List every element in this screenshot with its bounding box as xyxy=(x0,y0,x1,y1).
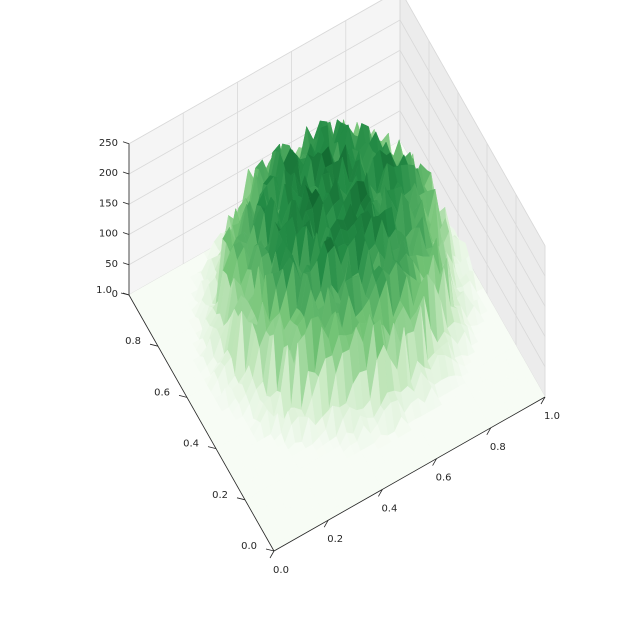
z-tick-mark xyxy=(122,262,130,266)
grid-line-z xyxy=(128,0,383,145)
x-tick-label: 1.0 xyxy=(544,411,560,422)
y-tick-label: 0.0 xyxy=(241,541,257,552)
z-tick-label: 250 xyxy=(99,138,118,149)
x-tick-label: 0.0 xyxy=(273,565,289,576)
z-axis: 0 50 100 150 200 250 xyxy=(99,138,130,300)
grid-line-z xyxy=(128,80,401,235)
x-axis-line xyxy=(273,396,546,552)
z-tick-label: 50 xyxy=(105,259,118,270)
z-tick-label: 0 xyxy=(112,289,118,300)
x-tick-label: 0.8 xyxy=(490,442,506,453)
y-axis: 0.0 0.2 0.4 0.6 0.8 1.0 xyxy=(96,285,275,552)
y-tick-label: 0.4 xyxy=(183,439,199,450)
grid-line-z-side xyxy=(399,80,546,337)
grid-line-z-side xyxy=(399,50,546,307)
x-tick-label: 0.2 xyxy=(327,534,343,545)
z-tick-mark xyxy=(122,232,130,235)
y-tick-mark xyxy=(178,395,188,398)
grid-line-z-side xyxy=(399,19,546,277)
y-tick-label: 1.0 xyxy=(96,285,112,296)
z-tick-label: 200 xyxy=(99,168,118,179)
z-tick-label: 100 xyxy=(99,229,118,240)
y-tick-label: 0.8 xyxy=(125,336,141,347)
y-tick-label: 0.6 xyxy=(154,387,170,398)
z-tick-mark xyxy=(122,171,130,175)
x-tick-mark xyxy=(486,427,492,435)
y-tick-label: 0.2 xyxy=(212,490,228,501)
grid-line-z-side xyxy=(399,110,546,367)
x-tick-mark xyxy=(540,396,546,405)
z-tick-label: 150 xyxy=(99,198,118,209)
z-tick-mark xyxy=(122,141,130,145)
z-tick-mark xyxy=(122,292,130,296)
x-tick-label: 0.6 xyxy=(436,473,452,484)
x-tick-mark xyxy=(269,550,275,559)
y-tick-mark xyxy=(265,548,275,552)
y-tick-mark xyxy=(207,446,217,449)
x-tick-mark xyxy=(432,458,437,466)
x-tick-mark xyxy=(323,520,329,528)
x-axis: 0.0 0.2 0.4 0.6 0.8 1.0 xyxy=(269,396,560,576)
z-tick-mark xyxy=(122,201,130,205)
y-tick-mark xyxy=(149,343,159,347)
y-tick-mark xyxy=(236,497,246,501)
surface-plot xyxy=(128,118,546,552)
y-axis-line xyxy=(128,294,275,552)
grid-line-z-side xyxy=(405,0,546,246)
grid-line-z xyxy=(128,49,401,205)
x-tick-mark xyxy=(378,489,383,497)
x-tick-label: 0.4 xyxy=(381,503,397,514)
grid-line-z xyxy=(128,19,401,175)
